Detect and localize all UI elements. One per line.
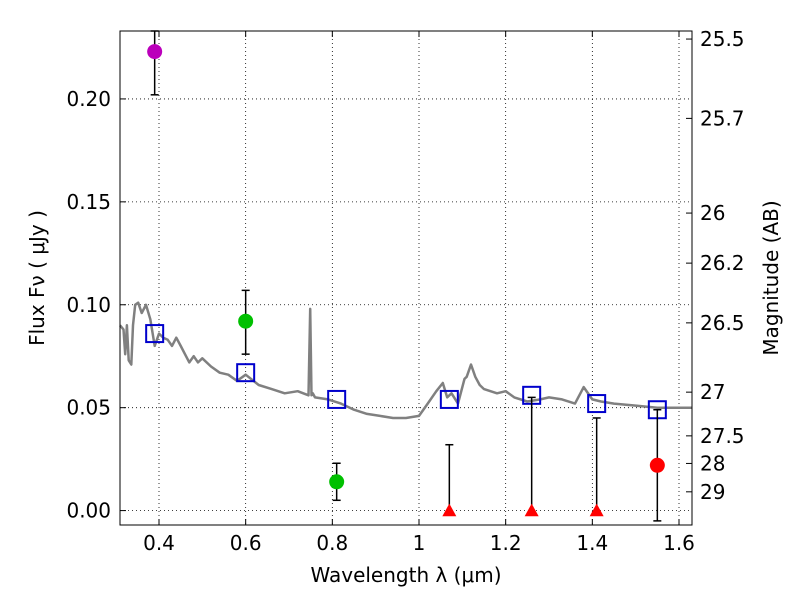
template-sed-layer (119, 301, 692, 420)
x-tick-label: 0.4 (143, 531, 175, 555)
y-tick-label: 0.15 (66, 190, 111, 214)
x-tick-label: 0.8 (316, 531, 348, 555)
magnitude-tick-label: 26 (700, 201, 725, 225)
x-tick-label: 1.4 (576, 531, 608, 555)
model-square (439, 389, 459, 409)
observed-point (329, 474, 345, 490)
model-square (145, 324, 165, 344)
magnitude-tick-label: 25.5 (700, 27, 745, 51)
x-tick-label: 1.6 (663, 531, 695, 555)
y-tick-label: 0.00 (66, 499, 111, 523)
observed-point (649, 457, 665, 473)
model-points-layer (145, 324, 667, 420)
y-tick-label: 0.05 (66, 396, 111, 420)
x-tick-label: 0.6 (230, 531, 262, 555)
upper-limit-triangle (524, 503, 539, 517)
x-tick-label: 1 (413, 531, 426, 555)
x-axis-label: Wavelength λ (μm) (310, 563, 501, 587)
magnitude-tick-label: 25.7 (700, 106, 745, 130)
observed-point (147, 44, 163, 60)
y-axis-right-label: Magnitude (AB) (759, 200, 783, 355)
tick-labels: 0.4 0.6 0.8 1 1.2 1.4 1.6 0.00 0.05 0.10 0.15 0.20 2… (66, 27, 744, 555)
model-square (236, 363, 256, 383)
magnitude-tick-label: 28 (700, 451, 725, 475)
y-axis-label: Flux Fν ( μJy ) (25, 210, 49, 346)
upper-limit-triangle (442, 503, 457, 517)
plot-frame (119, 30, 693, 526)
observed-points-layer (147, 30, 665, 522)
observed-point (238, 313, 254, 329)
template-sed-line (119, 301, 692, 420)
magnitude-tick-label: 26.2 (700, 251, 745, 275)
x-tick-label: 1.2 (490, 531, 522, 555)
y-tick-label: 0.20 (66, 87, 111, 111)
model-square (587, 394, 607, 414)
magnitude-tick-label: 27 (700, 380, 725, 404)
upper-limit-triangle (589, 503, 604, 517)
magnitude-tick-label: 27.5 (700, 424, 745, 448)
magnitude-tick-label: 26.5 (700, 311, 745, 335)
axis-ticks (120, 31, 692, 525)
grid (120, 31, 692, 525)
y-tick-label: 0.10 (66, 293, 111, 317)
magnitude-tick-label: 29 (700, 480, 725, 504)
model-square (327, 389, 347, 409)
